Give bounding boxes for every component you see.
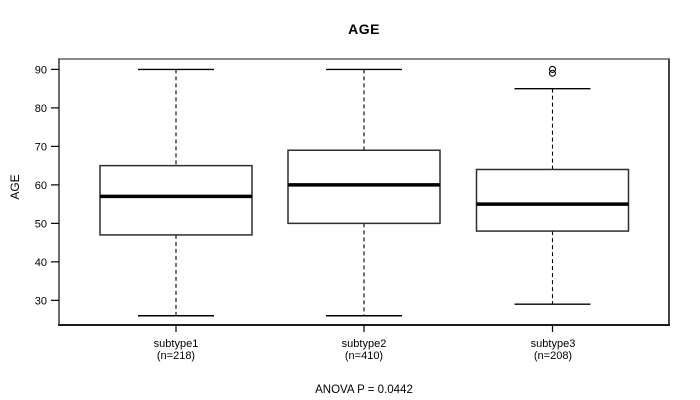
outlier-point-subtype3 [548,69,557,77]
y-tick-label: 60 [35,180,47,192]
group-name: subtype3 [530,338,576,350]
y-tick-label: 40 [35,257,47,269]
y-tick-label: 80 [35,103,47,115]
iqr-box-subtype2 [287,149,441,225]
iqr-box-subtype3 [475,168,630,232]
y-tick-label: 50 [35,218,47,230]
y-tick-label: 70 [35,141,47,153]
group-n: (n=218) [156,349,196,362]
y-tick-label: 90 [35,64,47,76]
group-name: subtype1 [153,338,199,350]
x-axis-group-label-subtype3: subtype3 (n=208) [478,338,628,362]
iqr-box-subtype1 [99,164,253,236]
group-n: (n=410) [344,349,384,362]
y-tick-label: 30 [35,295,47,307]
x-axis-group-label-subtype2: subtype2 (n=410) [289,338,439,362]
group-n: (n=208) [533,349,573,362]
anova-annotation: ANOVA P = 0.0442 [315,384,413,396]
outlier-point-subtype3 [548,65,557,73]
x-axis-group-label-subtype1: subtype1 (n=218) [101,338,251,362]
chart-title: AGE [348,21,380,37]
group-name: subtype2 [341,338,387,350]
